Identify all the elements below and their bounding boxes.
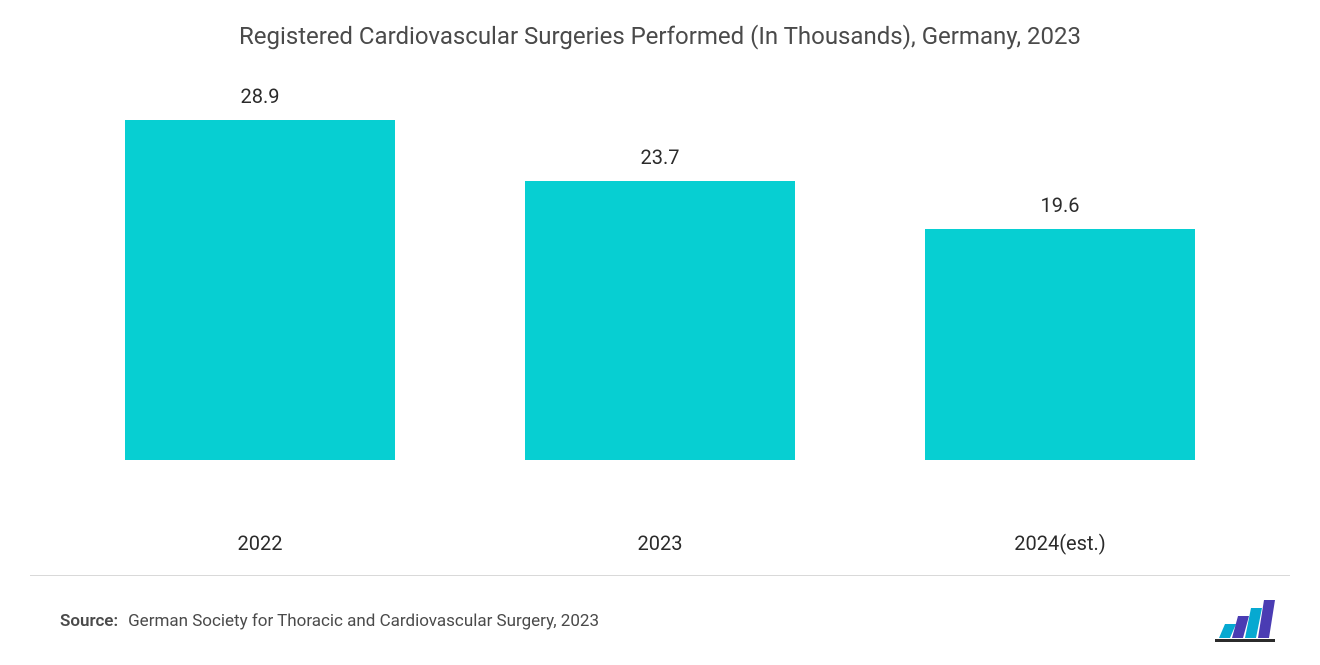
chart-title: Registered Cardiovascular Surgeries Perf…	[0, 0, 1320, 50]
chart-container: Registered Cardiovascular Surgeries Perf…	[0, 0, 1320, 665]
bar-rect	[925, 229, 1195, 460]
bar-row: 28.9 23.7 19.6	[60, 120, 1260, 460]
x-axis-label: 2022	[125, 531, 395, 555]
x-axis-labels: 2022 2023 2024(est.)	[60, 531, 1260, 555]
bar-rect	[125, 120, 395, 460]
bar-group: 28.9	[125, 120, 395, 460]
source-label: Source:	[60, 611, 118, 631]
chart-plot-area: 28.9 23.7 19.6 2022 2023 2024(est.)	[60, 90, 1260, 565]
brand-logo-icon	[1215, 600, 1275, 642]
bar-value-label: 19.6	[925, 193, 1195, 217]
chart-footer: Source: German Society for Thoracic and …	[30, 575, 1290, 665]
x-axis-label: 2023	[525, 531, 795, 555]
bar-rect	[525, 181, 795, 460]
source-line: Source: German Society for Thoracic and …	[30, 611, 599, 631]
bar-group: 23.7	[525, 120, 795, 460]
bar-value-label: 23.7	[525, 145, 795, 169]
source-text: German Society for Thoracic and Cardiova…	[128, 611, 599, 631]
bar-value-label: 28.9	[125, 84, 395, 108]
bar-group: 19.6	[925, 120, 1195, 460]
x-axis-label: 2024(est.)	[925, 531, 1195, 555]
